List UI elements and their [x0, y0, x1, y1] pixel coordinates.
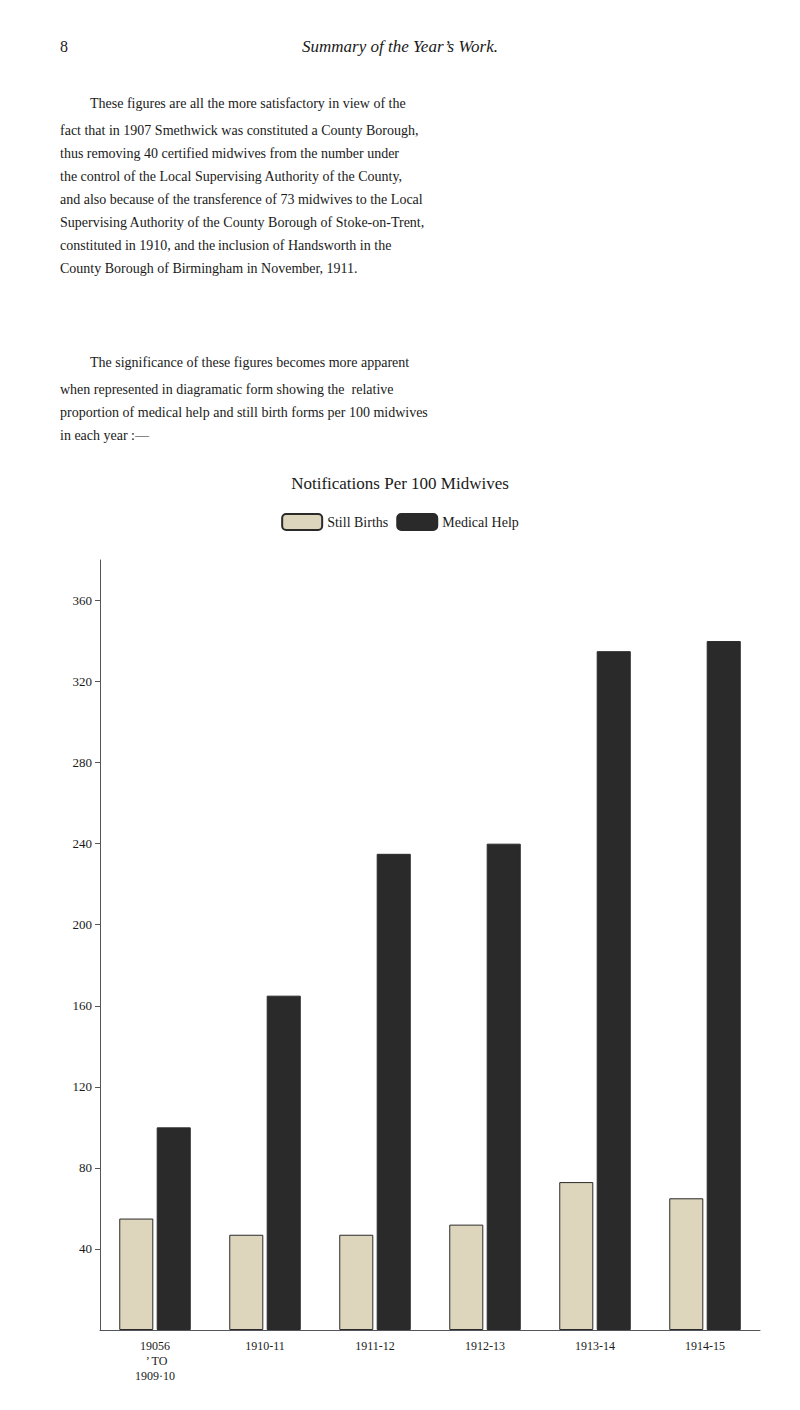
svg-text:80: 80: [79, 1160, 92, 1175]
svg-text:Supervising Authority of the C: Supervising Authority of the County Boro…: [60, 215, 424, 230]
svg-text:The significance of these figu: The significance of these figures become…: [90, 355, 409, 370]
svg-text:1912-13: 1912-13: [465, 1339, 505, 1353]
svg-text:40: 40: [79, 1241, 92, 1256]
svg-text:Summary of the Year’s Work.: Summary of the Year’s Work.: [302, 37, 498, 56]
svg-text:120: 120: [73, 1079, 93, 1094]
svg-text:8: 8: [60, 38, 68, 55]
svg-text:thus removing 40 certified mid: thus removing 40 certified midwives from…: [60, 146, 399, 161]
svg-text:fact that in 1907 Smethwick wa: fact that in 1907 Smethwick was constitu…: [60, 123, 419, 138]
svg-text:160: 160: [73, 998, 93, 1013]
svg-text:Notifications Per 100 Midwives: Notifications Per 100 Midwives: [291, 474, 509, 493]
svg-text:280: 280: [73, 755, 93, 770]
svg-text:in each year :—: in each year :—: [60, 428, 150, 443]
svg-text:when represented in diagramati: when represented in diagramatic form sho…: [60, 382, 394, 397]
svg-text:and also because of the transf: and also because of the transference of …: [60, 192, 423, 207]
svg-text:1909·10: 1909·10: [135, 1369, 175, 1383]
svg-text:360: 360: [73, 593, 93, 608]
svg-text:320: 320: [73, 674, 93, 689]
svg-text:1910-11: 1910-11: [245, 1339, 285, 1353]
svg-text:200: 200: [73, 917, 93, 932]
svg-text:Still Births: Still Births: [327, 515, 388, 530]
svg-text:1913-14: 1913-14: [575, 1339, 615, 1353]
svg-text:Medical Help: Medical Help: [442, 515, 519, 530]
svg-text:1911-12: 1911-12: [355, 1339, 395, 1353]
svg-text:the control of the Local Super: the control of the Local Supervising Aut…: [60, 169, 402, 184]
svg-text:These figures are all the more: These figures are all the more satisfact…: [90, 96, 406, 111]
svg-text:19056: 19056: [140, 1339, 170, 1353]
svg-text:proportion of medical help and: proportion of medical help and still bir…: [60, 405, 428, 420]
svg-text:constituted in 1910, and the i: constituted in 1910, and the inclusion o…: [60, 238, 391, 253]
svg-text:240: 240: [73, 836, 93, 851]
svg-text:1914-15: 1914-15: [685, 1339, 725, 1353]
svg-text:’ TO: ’ TO: [143, 1354, 168, 1368]
svg-text:County Borough of Birmingham i: County Borough of Birmingham in November…: [60, 261, 358, 276]
